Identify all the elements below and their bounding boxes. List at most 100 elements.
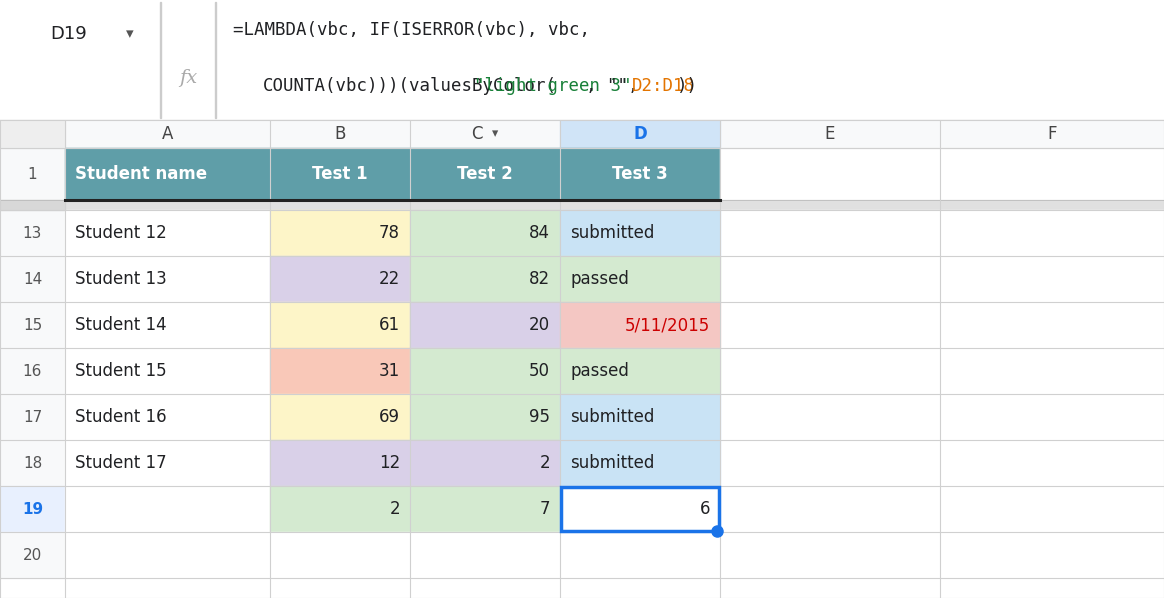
Bar	[560, 532, 721, 578]
Text: 15: 15	[23, 318, 42, 332]
Text: 18: 18	[23, 456, 42, 471]
Bar	[65, 148, 270, 200]
Text: ▾: ▾	[492, 127, 498, 141]
Bar	[410, 256, 560, 302]
Bar	[0, 302, 65, 348]
Text: 20: 20	[23, 548, 42, 563]
Text: Student 12: Student 12	[74, 224, 166, 242]
Bar	[941, 302, 1164, 348]
Bar	[270, 256, 410, 302]
Bar	[270, 394, 410, 440]
Bar	[0, 256, 65, 302]
Bar	[560, 394, 721, 440]
Bar	[410, 440, 560, 486]
Text: Student 15: Student 15	[74, 362, 166, 380]
Text: Student name: Student name	[74, 165, 207, 183]
Text: 2: 2	[539, 454, 551, 472]
Text: 78: 78	[379, 224, 400, 242]
Text: passed: passed	[570, 270, 629, 288]
Bar	[270, 348, 410, 394]
Text: 61: 61	[378, 316, 400, 334]
Bar	[65, 302, 270, 348]
Bar	[721, 486, 941, 532]
Bar	[560, 256, 721, 302]
Text: Student 17: Student 17	[74, 454, 166, 472]
Bar	[65, 532, 270, 578]
Text: C: C	[471, 125, 483, 143]
Bar	[721, 394, 941, 440]
Bar	[410, 148, 560, 200]
Text: COUNTA(vbc)))(valuesByColor(: COUNTA(vbc)))(valuesByColor(	[263, 77, 558, 96]
Bar	[560, 302, 721, 348]
Text: 12: 12	[378, 454, 400, 472]
Text: Student 13: Student 13	[74, 270, 166, 288]
Bar	[560, 120, 721, 148]
Bar	[65, 210, 270, 256]
Text: 5/11/2015: 5/11/2015	[625, 316, 710, 334]
Bar	[941, 486, 1164, 532]
Text: Test 3: Test 3	[612, 165, 668, 183]
Text: passed: passed	[570, 362, 629, 380]
Text: D19: D19	[50, 25, 87, 42]
Text: ▾: ▾	[126, 26, 134, 41]
Bar	[65, 348, 270, 394]
Text: D2:D18: D2:D18	[632, 77, 695, 96]
Bar	[560, 486, 721, 532]
Text: Test 1: Test 1	[312, 165, 368, 183]
Bar	[0, 486, 65, 532]
Text: "light green 3": "light green 3"	[474, 77, 631, 96]
Bar	[941, 440, 1164, 486]
Bar	[65, 440, 270, 486]
Bar	[721, 302, 941, 348]
Bar	[560, 210, 721, 256]
Text: 19: 19	[22, 502, 43, 517]
Text: submitted: submitted	[570, 454, 654, 472]
Bar	[560, 148, 721, 200]
Bar	[721, 256, 941, 302]
Text: 17: 17	[23, 410, 42, 425]
Text: 50: 50	[528, 362, 551, 380]
Text: D: D	[633, 125, 647, 143]
Bar	[270, 440, 410, 486]
Bar	[941, 210, 1164, 256]
Text: Student 14: Student 14	[74, 316, 166, 334]
Text: submitted: submitted	[570, 408, 654, 426]
Bar	[270, 302, 410, 348]
Bar	[561, 487, 719, 531]
Text: 2: 2	[390, 500, 400, 518]
Text: =LAMBDA(vbc, IF(ISERROR(vbc), vbc,: =LAMBDA(vbc, IF(ISERROR(vbc), vbc,	[233, 21, 590, 39]
Bar	[721, 348, 941, 394]
Bar	[410, 348, 560, 394]
Bar	[410, 486, 560, 532]
Text: 20: 20	[528, 316, 551, 334]
Text: 69: 69	[379, 408, 400, 426]
Bar	[941, 394, 1164, 440]
Text: , "",: , "",	[587, 77, 650, 96]
Bar	[0, 200, 1164, 210]
Text: 6: 6	[700, 500, 710, 518]
Bar	[721, 532, 941, 578]
Bar	[560, 440, 721, 486]
Text: )): ))	[676, 77, 697, 96]
Text: 84: 84	[528, 224, 551, 242]
Bar	[941, 256, 1164, 302]
Bar	[721, 210, 941, 256]
Text: A: A	[162, 125, 173, 143]
Bar	[410, 302, 560, 348]
Bar	[270, 532, 410, 578]
Text: fx: fx	[179, 69, 197, 87]
Bar	[410, 394, 560, 440]
Bar	[410, 532, 560, 578]
Bar	[270, 148, 410, 200]
Bar	[270, 486, 410, 532]
Bar	[0, 348, 65, 394]
Bar	[65, 394, 270, 440]
Text: 13: 13	[23, 225, 42, 240]
Bar	[0, 148, 65, 200]
Text: 1: 1	[28, 166, 37, 182]
Text: 82: 82	[528, 270, 551, 288]
Text: Test 2: Test 2	[457, 165, 513, 183]
Text: E: E	[825, 125, 836, 143]
Bar	[0, 210, 65, 256]
Text: B: B	[334, 125, 346, 143]
